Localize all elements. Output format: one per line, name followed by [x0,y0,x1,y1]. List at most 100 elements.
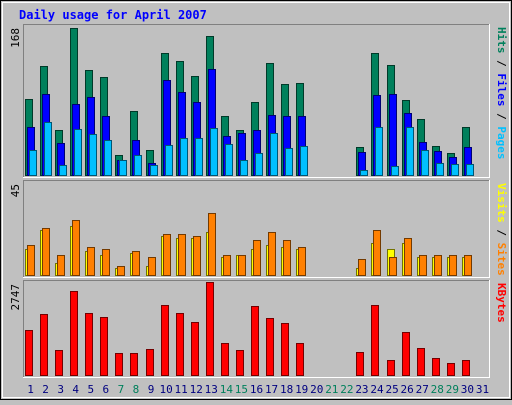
bar-kbytes-day-25 [387,360,395,376]
bar-kbytes-day-4 [70,291,78,376]
bar-kbytes-day-29 [447,363,455,376]
bar-sites-day-8 [132,251,140,276]
bar-kbytes-day-13 [206,282,214,376]
x-tick-label-day-22: 22 [340,383,353,396]
bar-kbytes-day-10 [161,305,169,376]
x-tick-label-day-23: 23 [355,383,368,396]
panel-hits-ymax-label: 168 [9,28,22,48]
x-tick-label-day-7: 7 [118,383,125,396]
bar-kbytes-day-16 [251,306,259,376]
bar-pages-day-29 [451,164,459,176]
bar-files-day-25 [389,94,397,176]
bar-sites-day-7 [117,266,125,276]
bar-pages-day-23 [360,170,368,176]
bar-sites-day-25 [389,257,397,276]
panel-hits: 168 Hits / Files / Pages [9,24,508,178]
x-tick-label-day-16: 16 [250,383,263,396]
bar-sites-day-14 [223,255,231,276]
bar-kbytes-day-30 [462,360,470,376]
x-tick-label-day-4: 4 [72,383,79,396]
bar-pages-day-25 [391,166,399,176]
bar-pages-day-7 [119,160,127,176]
bar-kbytes-day-24 [371,305,379,376]
panel-hits-legend: Hits / Files / Pages [495,27,508,160]
bar-pages-day-5 [89,134,97,176]
bar-kbytes-day-27 [417,348,425,376]
bar-kbytes-day-11 [176,313,184,376]
series-sites [27,213,472,276]
x-tick-label-day-12: 12 [190,383,203,396]
x-tick-label-day-13: 13 [205,383,218,396]
x-tick-label-day-11: 11 [175,383,188,396]
bar-pages-day-26 [406,127,414,176]
panel-hits-legend-part-4: Pages [495,126,508,159]
bar-kbytes-day-5 [85,313,93,376]
x-tick-label-day-26: 26 [401,383,414,396]
chart-panels: 168 Hits / Files / Pages 45 Visits / Sites 2… [9,24,508,378]
bar-kbytes-day-23 [356,352,364,376]
bar-pages-day-8 [134,155,142,176]
x-tick-label-day-2: 2 [42,383,49,396]
bar-pages-day-2 [44,122,52,176]
bar-kbytes-day-18 [281,323,289,376]
bar-pages-day-12 [195,138,203,176]
x-tick-label-day-24: 24 [370,383,384,396]
bar-kbytes-day-8 [130,353,138,376]
x-tick-label-day-9: 9 [148,383,155,396]
bar-pages-day-11 [180,138,188,176]
x-tick-label-day-27: 27 [416,383,429,396]
bar-sites-day-16 [253,240,261,276]
bar-kbytes-day-7 [115,353,123,376]
x-tick-label-day-1: 1 [27,383,34,396]
bar-sites-day-24 [373,230,381,276]
bar-sites-day-26 [404,238,412,276]
bar-pages-day-6 [104,140,112,176]
panel-visits-legend: Visits / Sites [495,183,508,276]
x-tick-label-day-10: 10 [159,383,172,396]
bar-pages-day-16 [255,153,263,176]
bar-kbytes-day-12 [191,322,199,376]
bar-pages-day-27 [421,150,429,176]
bar-pages-day-19 [300,146,308,176]
panel-hits-legend-part-2: Files [495,73,508,106]
bar-sites-day-30 [464,255,472,276]
bar-sites-day-3 [57,255,65,276]
panel-kbytes-legend: KBytes [495,283,508,323]
panel-visits-legend-part-1: / [495,223,508,243]
bar-sites-day-6 [102,249,110,276]
bar-kbytes-day-9 [146,349,154,376]
panel-kbytes: 2747 KBytes [9,280,508,378]
bar-pages-day-28 [436,163,444,176]
x-tick-label-day-15: 15 [235,383,248,396]
x-tick-label-day-31: 31 [476,383,489,396]
bar-pages-day-10 [165,145,173,176]
bar-sites-day-28 [434,255,442,276]
bar-sites-day-9 [148,257,156,276]
bar-sites-day-11 [178,234,186,276]
series-kbytes [25,282,470,376]
outer-bevel [2,2,510,398]
bar-kbytes-day-6 [100,317,108,376]
bar-sites-day-18 [283,240,291,276]
bar-sites-day-27 [419,255,427,276]
bar-sites-day-15 [238,255,246,276]
bar-sites-day-29 [449,255,457,276]
bar-sites-day-12 [193,236,201,276]
bar-sites-day-17 [268,232,276,276]
bar-kbytes-day-19 [296,343,304,376]
x-tick-label-day-8: 8 [133,383,140,396]
bar-kbytes-day-26 [402,332,410,376]
x-tick-label-day-30: 30 [461,383,474,396]
x-tick-label-day-6: 6 [103,383,110,396]
series-pages [29,122,474,176]
bar-sites-day-2 [42,228,50,276]
bar-pages-day-24 [375,127,383,176]
bar-sites-day-5 [87,247,95,276]
bar-pages-day-3 [59,165,67,176]
bar-sites-day-1 [27,245,35,276]
panel-kbytes-legend-part-0: KBytes [495,283,508,323]
x-tick-label-day-21: 21 [325,383,338,396]
bar-sites-day-13 [208,213,216,276]
